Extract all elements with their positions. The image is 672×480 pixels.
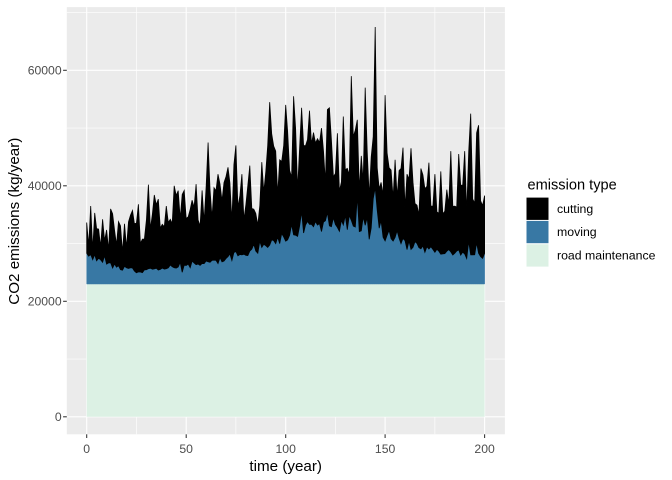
svg-text:50: 50 bbox=[179, 442, 193, 456]
svg-text:20000: 20000 bbox=[28, 295, 62, 309]
svg-text:40000: 40000 bbox=[28, 179, 62, 193]
svg-text:100: 100 bbox=[276, 442, 297, 456]
svg-text:0: 0 bbox=[55, 410, 62, 424]
svg-text:0: 0 bbox=[83, 442, 90, 456]
svg-text:60000: 60000 bbox=[28, 64, 62, 78]
svg-text:moving: moving bbox=[557, 225, 597, 239]
svg-text:150: 150 bbox=[375, 442, 396, 456]
svg-text:road maintenance: road maintenance bbox=[557, 249, 656, 263]
svg-text:emission type: emission type bbox=[528, 178, 617, 194]
svg-text:time (year): time (year) bbox=[249, 458, 322, 475]
svg-text:200: 200 bbox=[474, 442, 495, 456]
svg-text:cutting: cutting bbox=[557, 202, 593, 216]
svg-text:CO2 emissions (kg/year): CO2 emissions (kg/year) bbox=[6, 138, 23, 305]
